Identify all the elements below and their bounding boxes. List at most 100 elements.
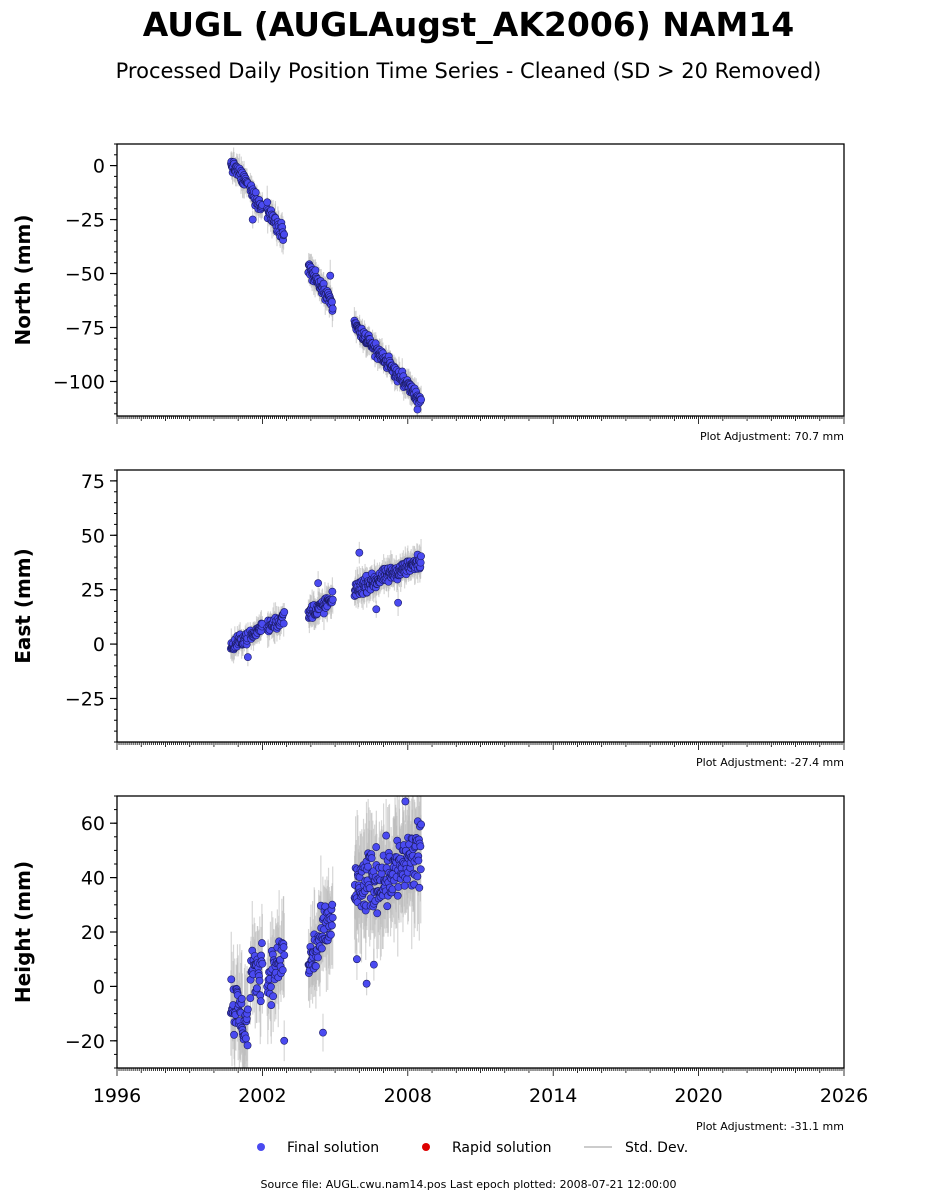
y-tick-label: −25 — [65, 688, 105, 710]
data-point — [314, 579, 323, 588]
y-ticks: 0 −25 −50 −75 −100 — [53, 143, 117, 415]
plot-adjustment-note: Plot Adjustment: -31.1 mm — [696, 1120, 844, 1133]
legend-rapid-marker — [422, 1143, 430, 1151]
data-point — [243, 653, 252, 662]
plot-adjustment-note: Plot Adjustment: -27.4 mm — [696, 756, 844, 769]
y-tick-label: 40 — [81, 868, 105, 890]
data-point — [382, 831, 391, 840]
data-point — [326, 271, 335, 280]
data-point — [328, 900, 337, 909]
data-point — [369, 960, 378, 969]
source-note: Source file: AUGL.cwu.nam14.pos Last epo… — [261, 1178, 677, 1191]
data-point — [394, 598, 403, 607]
data-point — [328, 913, 337, 922]
data-point — [415, 883, 424, 892]
data-point — [319, 1028, 327, 1037]
data-point — [416, 865, 425, 874]
y-tick-label: −20 — [65, 1031, 105, 1053]
data-point — [258, 959, 267, 968]
data-point — [230, 1030, 238, 1039]
data-point — [242, 1034, 250, 1043]
y-axis-label: Height (mm) — [11, 861, 35, 1003]
data-point — [311, 266, 320, 275]
data-point — [280, 608, 289, 616]
data-point — [267, 982, 275, 991]
data-point — [355, 548, 364, 557]
y-tick-label: 20 — [81, 922, 105, 944]
data-point — [227, 975, 236, 984]
data-point — [400, 881, 409, 890]
y-tick-label: 0 — [93, 634, 105, 656]
data-point — [328, 587, 337, 596]
data-point — [417, 552, 425, 561]
data-point — [373, 909, 382, 918]
data-point — [372, 843, 381, 851]
data-point — [394, 883, 403, 891]
data-point — [255, 976, 264, 985]
data-point — [393, 891, 402, 900]
data-point — [414, 856, 423, 865]
data-point — [401, 797, 410, 806]
data-point — [279, 619, 288, 628]
plot-frame — [116, 469, 845, 743]
data-point — [413, 405, 422, 414]
x-tick-label: 2026 — [820, 1085, 868, 1107]
data-point — [280, 951, 289, 959]
panel-2: 75 50 25 0 −25 East (mm) Plot Adjustment: -27.… — [11, 469, 845, 769]
data-point — [280, 230, 289, 239]
plot-area — [226, 796, 426, 1068]
plot-adjustment-note: Plot Adjustment: 70.7 mm — [700, 430, 844, 443]
data-point — [243, 1005, 252, 1014]
x-ticks — [116, 742, 845, 750]
x-ticks: 1996 2002 2008 2014 2020 2026 — [93, 1068, 868, 1107]
data-point — [417, 395, 426, 404]
y-tick-label: −50 — [65, 264, 105, 286]
y-tick-label: 0 — [93, 976, 105, 998]
data-point — [328, 304, 337, 313]
data-point — [314, 953, 322, 962]
panels: 0 −25 −50 −75 −100 North (mm) Plot Adjustment:… — [11, 143, 868, 1133]
legend-final-label: Final solution — [287, 1140, 379, 1156]
data-point — [263, 198, 272, 207]
y-tick-label: −25 — [65, 210, 105, 232]
data-point — [372, 605, 381, 614]
data-point — [328, 298, 336, 306]
data-point — [353, 955, 361, 964]
chart-subtitle: Processed Daily Position Time Series - C… — [116, 59, 822, 83]
plot-area — [227, 147, 426, 416]
data-point — [248, 215, 257, 224]
y-tick-label: 50 — [81, 525, 105, 547]
legend-rapid-label: Rapid solution — [452, 1140, 552, 1156]
plot-area — [226, 538, 425, 667]
plot-frame — [116, 795, 845, 1069]
x-tick-label: 2002 — [238, 1085, 286, 1107]
data-point — [364, 862, 372, 871]
panel-3: 60 40 20 0 −20 1996 2002 2008 2014 2020 2026 Height… — [11, 795, 868, 1133]
y-axis-label: North (mm) — [11, 214, 35, 345]
data-point — [312, 962, 320, 971]
data-point — [243, 1041, 252, 1050]
x-ticks — [116, 416, 845, 424]
x-tick-label: 2014 — [529, 1085, 577, 1107]
chart-title: AUGL (AUGLAugst_AK2006) NAM14 — [143, 5, 794, 44]
data-point — [267, 1001, 276, 1009]
data-point — [279, 943, 288, 952]
data-point — [269, 992, 278, 1001]
data-point — [403, 875, 411, 884]
data-point — [413, 872, 422, 881]
x-tick-label: 2008 — [384, 1085, 432, 1107]
final-solution-points — [226, 548, 425, 662]
data-point — [280, 1036, 289, 1045]
data-point — [417, 820, 426, 829]
y-tick-label: 75 — [81, 471, 105, 493]
x-tick-label: 1996 — [93, 1085, 141, 1107]
data-point — [328, 921, 336, 930]
y-tick-label: −100 — [53, 371, 105, 393]
data-point — [416, 842, 425, 851]
plot-frame — [116, 143, 845, 417]
final-solution-points — [226, 797, 426, 1050]
data-point — [327, 930, 335, 939]
y-tick-label: 25 — [81, 580, 105, 602]
data-point — [328, 595, 337, 604]
